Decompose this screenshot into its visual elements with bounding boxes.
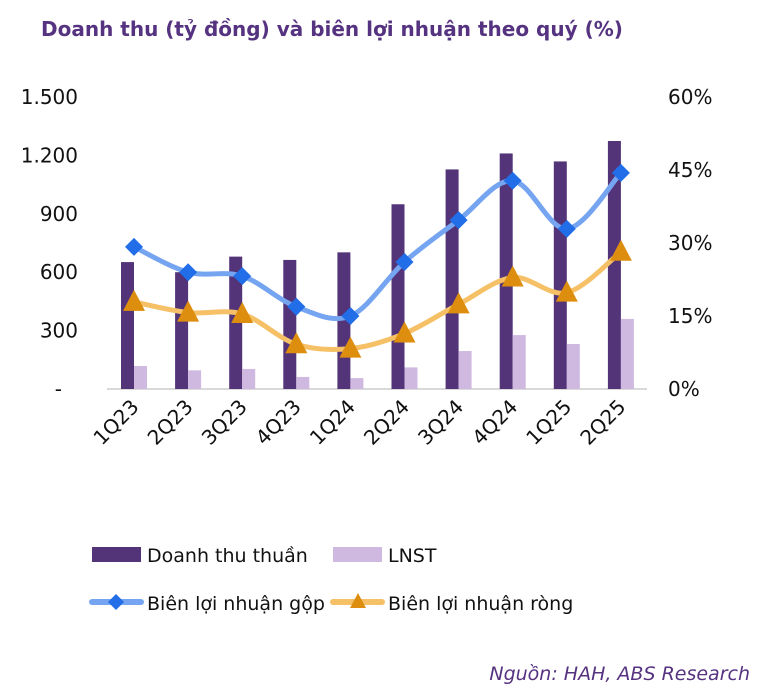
gross-margin-marker-2Q23 — [179, 263, 198, 282]
bar-lnst-2Q24 — [404, 367, 418, 389]
x-tick-label: 4Q24 — [467, 395, 522, 450]
x-tick-label: 3Q24 — [413, 395, 468, 450]
left-tick-label: - — [55, 377, 62, 401]
bar-revenue-1Q23 — [121, 262, 134, 389]
bar-revenue-4Q24 — [499, 153, 513, 389]
net-margin-line — [131, 249, 624, 353]
gross-margin-marker-2Q24 — [395, 252, 414, 271]
gross-margin-marker-1Q23 — [125, 237, 143, 256]
right-tick-label: 45% — [668, 158, 712, 182]
right-tick-label: 60% — [668, 85, 712, 109]
bar-lnst-1Q24 — [350, 378, 364, 389]
x-tick-label: 2Q23 — [143, 395, 198, 450]
left-tick-label: 1.200 — [21, 143, 78, 167]
right-tick-label: 30% — [668, 231, 712, 255]
bar-revenue-1Q25 — [553, 161, 567, 389]
left-tick-label: 600 — [40, 260, 78, 284]
net-margin-marker-4Q23 — [285, 332, 308, 354]
x-tick-label: 1Q25 — [521, 395, 576, 450]
left-tick-label: 900 — [40, 202, 78, 226]
net-margin-marker-3Q23 — [231, 302, 254, 324]
net-margin-marker-2Q24 — [393, 321, 416, 343]
gross-margin-marker-3Q23 — [233, 267, 252, 286]
left-tick-label: 300 — [40, 319, 78, 343]
bar-revenue-3Q24 — [445, 169, 459, 389]
legend-swatch-revenue — [92, 547, 141, 562]
x-tick-label: 1Q23 — [88, 395, 143, 450]
bar-lnst-4Q24 — [512, 335, 526, 389]
legend-label-gross-margin: Biên lợi nhuận gộp — [147, 593, 325, 615]
x-tick-label: 1Q24 — [305, 395, 360, 450]
legend-label-net-margin: Biên lợi nhuận ròng — [388, 593, 573, 615]
legend-triangle-icon — [350, 593, 366, 608]
bar-revenue-4Q23 — [283, 259, 297, 389]
net-margin-marker-4Q24 — [501, 265, 524, 287]
bar-lnst-3Q24 — [458, 351, 472, 389]
bar-lnst-3Q23 — [242, 368, 256, 389]
x-tick-label: 3Q23 — [197, 395, 252, 450]
gross-margin-line — [131, 170, 624, 322]
legend-label-revenue: Doanh thu thuần — [147, 545, 308, 567]
net-margin-marker-1Q23 — [123, 289, 145, 311]
legend-swatch-lnst — [333, 547, 382, 562]
bar-lnst-1Q25 — [566, 344, 580, 389]
chart-title: Doanh thu (tỷ đồng) và biên lợi nhuận th… — [41, 17, 623, 41]
left-tick-label: 1.500 — [21, 85, 78, 109]
bar-lnst-2Q25 — [620, 318, 634, 389]
net-margin-marker-1Q24 — [339, 336, 362, 358]
gross-margin-marker-4Q24 — [503, 171, 522, 190]
x-tick-label: 2Q25 — [575, 395, 630, 450]
x-tick-label: 2Q24 — [359, 395, 414, 450]
gross-margin-marker-1Q25 — [557, 219, 576, 238]
bar-revenue-2Q25 — [607, 140, 621, 389]
bar-lnst-1Q23 — [134, 366, 147, 389]
bar-lnst-2Q23 — [188, 370, 202, 389]
source-note: Nguồn: HAH, ABS Research — [489, 663, 750, 685]
gross-margin-marker-2Q25 — [611, 163, 630, 182]
bar-lnst-4Q23 — [296, 376, 310, 389]
x-tick-label: 4Q23 — [251, 395, 306, 450]
legend-label-lnst: LNST — [388, 545, 437, 567]
bar-revenue-2Q23 — [175, 272, 189, 389]
legend-diamond-icon — [108, 594, 124, 610]
net-margin-marker-2Q25 — [609, 239, 632, 261]
net-margin-marker-3Q24 — [447, 292, 470, 314]
right-tick-label: 0% — [668, 377, 700, 401]
bar-revenue-2Q24 — [391, 204, 405, 389]
gross-margin-marker-1Q24 — [341, 307, 360, 325]
net-margin-marker-1Q25 — [555, 280, 578, 302]
right-tick-label: 15% — [668, 304, 712, 328]
gross-margin-marker-3Q24 — [449, 211, 468, 230]
gross-margin-marker-4Q23 — [287, 297, 306, 316]
net-margin-marker-2Q23 — [177, 300, 200, 322]
